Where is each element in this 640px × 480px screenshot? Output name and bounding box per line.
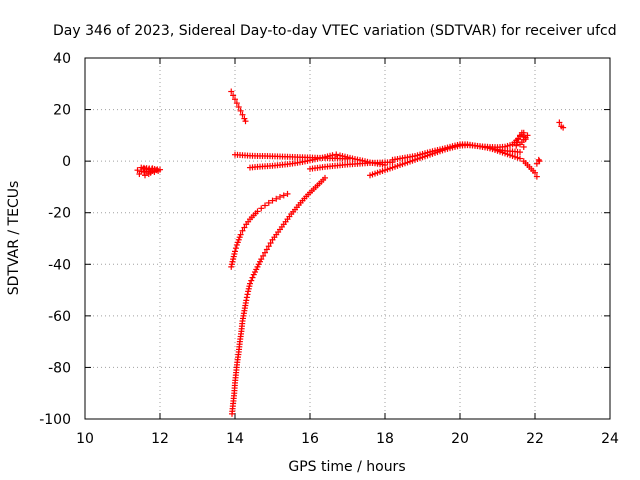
data-point	[237, 107, 244, 114]
data-point	[239, 111, 246, 118]
data-point	[254, 208, 261, 215]
data-point	[230, 92, 237, 99]
data-point	[260, 252, 267, 259]
y-axis-title: SDTVAR / TECUs	[6, 181, 22, 296]
plot-frame	[84, 57, 611, 420]
data-marks	[134, 88, 567, 417]
data-point	[267, 240, 274, 247]
data-point	[556, 119, 563, 126]
data-point	[329, 152, 336, 159]
data-point	[262, 249, 268, 256]
data-point	[235, 103, 242, 110]
data-point	[241, 224, 248, 231]
data-point	[244, 291, 251, 298]
x-tick-label: 12	[151, 431, 169, 447]
data-point	[149, 165, 156, 172]
data-point	[232, 248, 238, 255]
data-point	[237, 231, 244, 238]
data-point	[263, 246, 270, 253]
data-point	[134, 167, 141, 174]
data-point	[265, 243, 272, 250]
data-point	[242, 118, 249, 125]
data-point	[248, 277, 255, 284]
y-tick-label: 20	[53, 103, 71, 119]
y-tick-label: -80	[48, 360, 71, 376]
data-point	[517, 155, 523, 162]
data-point	[517, 149, 523, 156]
x-tick-label: 20	[451, 431, 469, 447]
data-point	[258, 256, 265, 263]
data-point	[269, 197, 276, 204]
data-point	[243, 297, 250, 304]
x-tick-label: 14	[226, 431, 244, 447]
y-tick-label: -100	[39, 412, 71, 428]
data-point	[513, 142, 520, 149]
y-tick-label: 0	[62, 154, 71, 170]
data-point	[280, 192, 287, 199]
data-point	[232, 96, 238, 103]
data-point	[232, 245, 239, 252]
data-point	[284, 190, 291, 197]
data-point	[228, 88, 235, 95]
data-point	[249, 274, 256, 281]
data-point	[517, 141, 523, 148]
data-point	[535, 156, 542, 163]
x-tick-label: 24	[601, 431, 619, 447]
data-point	[142, 172, 148, 179]
y-tick-label: 40	[53, 51, 71, 67]
data-point	[560, 124, 567, 131]
data-point	[518, 129, 525, 136]
axis-ticks: 10 12 14 16 18 20 22 24 -100 -80 -60 -40 -20 0 20 40	[39, 51, 619, 447]
grid	[85, 58, 610, 419]
data-point	[533, 173, 540, 180]
data-point	[532, 169, 538, 176]
data-point	[233, 100, 240, 107]
y-tick-label: -40	[48, 257, 71, 273]
data-point	[273, 195, 280, 202]
y-tick-label: -20	[48, 206, 71, 222]
x-tick-label: 10	[76, 431, 94, 447]
data-point	[322, 174, 328, 181]
data-point	[265, 199, 272, 206]
data-point	[262, 202, 268, 209]
chart-title: Day 346 of 2023, Sidereal Day-to-day VTE…	[53, 23, 617, 39]
data-point	[138, 164, 145, 171]
data-point	[277, 193, 283, 200]
data-point	[258, 205, 265, 212]
x-axis-title: GPS time / hours	[288, 459, 405, 475]
x-tick-label: 22	[526, 431, 544, 447]
data-point	[520, 143, 527, 150]
x-tick-label: 18	[376, 431, 394, 447]
data-point	[239, 227, 246, 234]
data-point	[536, 158, 543, 165]
data-point	[247, 280, 253, 287]
data-point	[515, 136, 522, 143]
x-tick-label: 16	[301, 431, 319, 447]
data-point	[243, 294, 250, 301]
data-point	[333, 151, 340, 158]
y-tick-label: -60	[48, 309, 71, 325]
